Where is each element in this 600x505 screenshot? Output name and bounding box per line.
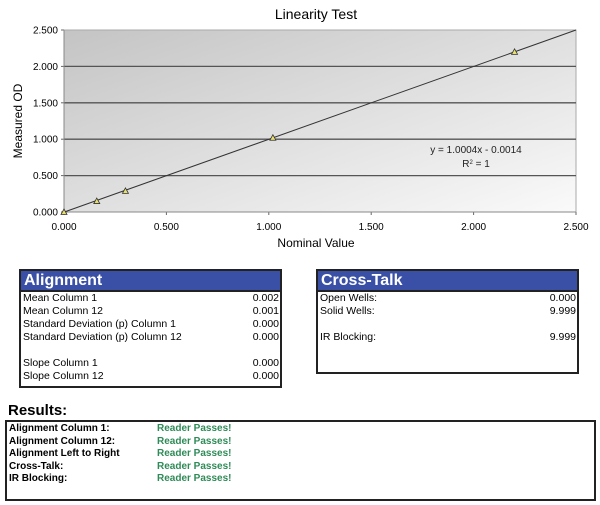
x-tick-label: 1.500 [359, 222, 384, 233]
result-status: Reader Passes! [157, 435, 232, 447]
crosstalk-panel: Cross-Talk Open Wells: 0.000 Solid Wells: 9… [316, 269, 579, 374]
alignment-row: Slope Column 12 0.000 [21, 370, 280, 383]
crosstalk-row: Solid Wells: 9.999 [318, 305, 577, 318]
row-label: Slope Column 12 [23, 370, 104, 382]
triangle-marker-icon [93, 197, 101, 204]
y-axis-ticks: 0.000 0.500 1.000 1.500 2.000 2.500 [33, 26, 64, 219]
x-tick-label: 1.000 [256, 222, 281, 233]
result-status: Reader Passes! [157, 448, 232, 459]
row-value: 0.000 [252, 318, 279, 330]
x-axis-title: Nominal Value [277, 236, 354, 250]
crosstalk-row: IR Blocking: 9.999 [318, 331, 577, 344]
y-axis-title: Measured OD [11, 83, 25, 158]
alignment-row: Slope Column 1 0.000 [21, 357, 280, 370]
result-row: Cross-Talk: Reader Passes! [7, 461, 594, 474]
trendline-equation: y = 1.0004x - 0.0014 [430, 145, 522, 156]
triangle-marker-icon [60, 208, 68, 215]
y-tick-label: 2.000 [33, 62, 58, 73]
gridlines [64, 65, 576, 177]
alignment-row [21, 344, 280, 357]
row-label: Slope Column 1 [23, 357, 98, 369]
y-tick-label: 1.500 [33, 98, 58, 109]
y-tick-label: 0.000 [33, 208, 58, 219]
row-label: Open Wells: [320, 292, 377, 304]
alignment-row: Mean Column 1 0.002 [21, 292, 280, 305]
result-row: Alignment Column 12: Reader Passes! [7, 436, 594, 449]
row-value: 9.999 [549, 331, 576, 343]
triangle-marker-icon [510, 48, 519, 55]
chart-title: Linearity Test [275, 6, 357, 22]
row-value: 0.000 [549, 292, 576, 304]
results-rows: Alignment Column 1: Reader Passes! Alignme… [7, 422, 594, 486]
y-tick-label: 2.500 [33, 26, 58, 37]
row-value: 9.999 [549, 305, 576, 317]
alignment-rows: Mean Column 1 0.002 Mean Column 12 0.001 Sta… [21, 292, 280, 383]
x-tick-label: 0.000 [51, 222, 76, 233]
result-label: Alignment Left to Right [9, 448, 120, 459]
crosstalk-row [318, 318, 577, 331]
results-title: Results: [8, 402, 68, 419]
linearity-chart: Linearity Test 0.000 0.500 1.000 1.500 2.000… [11, 6, 589, 250]
row-value: 0.001 [252, 305, 279, 317]
result-status: Reader Passes! [157, 460, 232, 472]
triangle-marker-icon [121, 187, 130, 194]
row-value: 0.002 [252, 292, 279, 304]
crosstalk-header: Cross-Talk [318, 271, 577, 292]
result-status: Reader Passes! [157, 423, 232, 434]
x-tick-label: 0.500 [154, 222, 179, 233]
row-label: Mean Column 1 [23, 292, 98, 304]
row-value: 0.000 [252, 357, 279, 369]
result-label: IR Blocking: [9, 473, 68, 484]
results-panel: Alignment Column 1: Reader Passes! Alignme… [5, 420, 596, 501]
x-tick-label: 2.500 [563, 222, 588, 233]
result-row: IR Blocking: Reader Passes! [7, 473, 594, 486]
row-value: 0.000 [252, 370, 279, 382]
trendline [63, 29, 577, 213]
row-label: Standard Deviation (p) Column 1 [23, 318, 176, 330]
x-tick-label: 2.000 [461, 222, 486, 233]
y-tick-label: 0.500 [33, 171, 58, 182]
alignment-panel: Alignment Mean Column 1 0.002 Mean Column … [19, 269, 282, 388]
result-label: Cross-Talk: [9, 460, 64, 472]
result-label: Alignment Column 1: [9, 423, 110, 434]
crosstalk-row: Open Wells: 0.000 [318, 292, 577, 305]
alignment-row: Standard Deviation (p) Column 1 0.000 [21, 318, 280, 331]
result-row: Alignment Column 1: Reader Passes! [7, 423, 594, 436]
result-label: Alignment Column 12: [9, 435, 116, 447]
alignment-row: Mean Column 12 0.001 [21, 305, 280, 318]
x-axis-ticks: 0.000 0.500 1.000 1.500 2.000 2.500 [51, 212, 589, 233]
crosstalk-rows: Open Wells: 0.000 Solid Wells: 9.999 IR Bloc… [318, 292, 577, 344]
result-row: Alignment Left to Right Reader Passes! [7, 448, 594, 461]
r-squared: R2 = 1 [462, 159, 490, 170]
alignment-header: Alignment [21, 271, 280, 292]
row-label: IR Blocking: [320, 331, 377, 343]
row-label: Mean Column 12 [23, 305, 103, 317]
row-value: 0.000 [252, 331, 279, 343]
row-label: Solid Wells: [320, 305, 375, 317]
result-status: Reader Passes! [157, 473, 232, 484]
row-label: Standard Deviation (p) Column 12 [23, 331, 182, 343]
triangle-marker-icon [269, 133, 277, 141]
y-tick-label: 1.000 [33, 135, 58, 146]
alignment-row: Standard Deviation (p) Column 12 0.000 [21, 331, 280, 344]
data-points [60, 48, 519, 215]
